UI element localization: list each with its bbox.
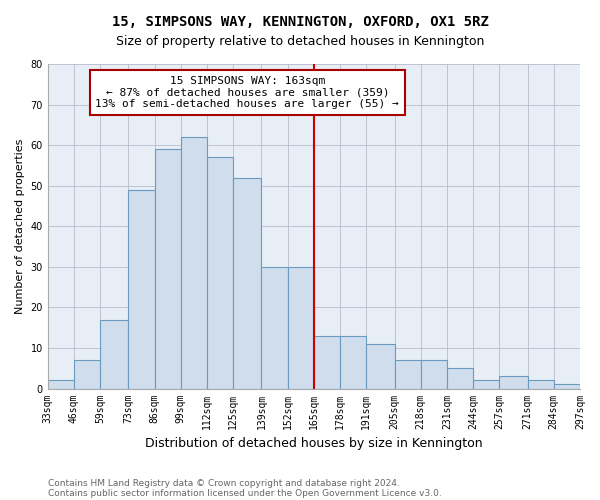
Bar [395, 360, 421, 388]
Bar [74, 360, 100, 388]
Bar [233, 178, 262, 388]
Text: Contains HM Land Registry data © Crown copyright and database right 2024.: Contains HM Land Registry data © Crown c… [48, 478, 400, 488]
Bar [447, 368, 473, 388]
Bar [314, 336, 340, 388]
Bar [48, 380, 74, 388]
Text: 15, SIMPSONS WAY, KENNINGTON, OXFORD, OX1 5RZ: 15, SIMPSONS WAY, KENNINGTON, OXFORD, OX… [112, 15, 488, 29]
Y-axis label: Number of detached properties: Number of detached properties [15, 138, 25, 314]
Bar [340, 336, 367, 388]
Bar [367, 344, 395, 389]
Bar [554, 384, 580, 388]
Bar [262, 267, 287, 388]
Bar [207, 158, 233, 388]
Bar [100, 320, 128, 388]
Bar [499, 376, 527, 388]
Bar [287, 267, 314, 388]
Bar [421, 360, 447, 388]
Text: 15 SIMPSONS WAY: 163sqm
← 87% of detached houses are smaller (359)
13% of semi-d: 15 SIMPSONS WAY: 163sqm ← 87% of detache… [95, 76, 399, 109]
Bar [527, 380, 554, 388]
X-axis label: Distribution of detached houses by size in Kennington: Distribution of detached houses by size … [145, 437, 483, 450]
Text: Size of property relative to detached houses in Kennington: Size of property relative to detached ho… [116, 35, 484, 48]
Bar [128, 190, 155, 388]
Bar [473, 380, 499, 388]
Bar [181, 137, 207, 388]
Bar [155, 149, 181, 388]
Text: Contains public sector information licensed under the Open Government Licence v3: Contains public sector information licen… [48, 488, 442, 498]
